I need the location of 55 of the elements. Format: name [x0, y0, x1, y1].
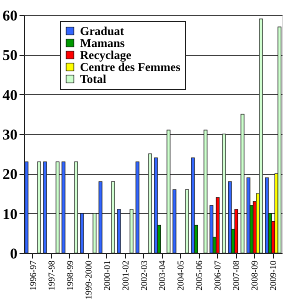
x-tick-label: 2000-01	[102, 260, 112, 290]
y-tick-label: 20	[2, 167, 18, 184]
bar	[80, 213, 84, 254]
bar	[204, 130, 208, 254]
x-tick-label: 1996-97	[28, 260, 38, 290]
bar	[74, 161, 78, 254]
bar	[148, 154, 152, 254]
x-tick-label: 2007-08	[231, 260, 242, 290]
bar	[130, 209, 134, 254]
x-tick-label: 2001-02	[120, 260, 130, 290]
bar	[92, 213, 96, 254]
bar	[191, 158, 195, 254]
x-tick-label: 2009-10	[268, 260, 278, 290]
y-tick-label: 0	[10, 246, 18, 262]
bar	[166, 130, 170, 254]
bar	[62, 161, 66, 254]
x-tick-label: 2003-04	[157, 260, 168, 290]
bar	[117, 209, 121, 254]
bar	[136, 161, 140, 254]
x-tick-label: 1997-98	[46, 260, 56, 290]
bar	[98, 181, 102, 254]
bar	[111, 181, 115, 254]
bar	[222, 134, 226, 254]
y-tick-label: 30	[2, 128, 18, 144]
bar	[265, 177, 269, 254]
x-tick-label: 1999-2000	[83, 260, 94, 300]
bar	[172, 189, 176, 254]
bar	[216, 197, 220, 254]
bar	[24, 161, 28, 254]
bar	[43, 161, 47, 254]
y-tick-label: 60	[2, 8, 18, 24]
x-tick-label: 2005-06	[194, 260, 204, 290]
x-tick-label: 2002-03	[138, 260, 149, 290]
x-tick-label: 2004-05	[176, 260, 186, 290]
y-tick-label: 10	[2, 206, 18, 223]
x-tick-label: 2008-09	[250, 260, 260, 290]
bar	[228, 181, 232, 254]
bar	[37, 161, 41, 254]
bar	[234, 209, 238, 254]
legend-label: Graduat	[80, 24, 124, 38]
bar	[259, 18, 263, 254]
bar	[246, 177, 250, 254]
bar	[210, 205, 214, 254]
legend-label: Total	[80, 72, 107, 86]
bar	[154, 158, 158, 254]
x-tick-label: 1998-99	[64, 260, 75, 290]
x-tick-label: 2006-07	[212, 260, 223, 290]
legend-label: Mamans	[80, 36, 125, 50]
y-tick-label: 50	[2, 48, 18, 64]
bar	[240, 114, 244, 254]
bar	[56, 161, 60, 254]
legend-label: Recyclage	[80, 48, 132, 62]
bar	[185, 189, 189, 254]
bar	[278, 26, 282, 254]
y-tick-label: 40	[2, 88, 18, 104]
